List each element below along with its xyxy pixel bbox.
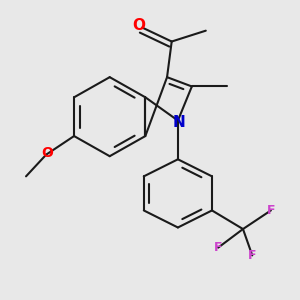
Text: F: F bbox=[214, 241, 222, 254]
Text: O: O bbox=[133, 18, 146, 33]
Text: O: O bbox=[41, 146, 53, 160]
Text: N: N bbox=[172, 115, 185, 130]
Text: F: F bbox=[248, 249, 256, 262]
Text: F: F bbox=[267, 204, 275, 217]
